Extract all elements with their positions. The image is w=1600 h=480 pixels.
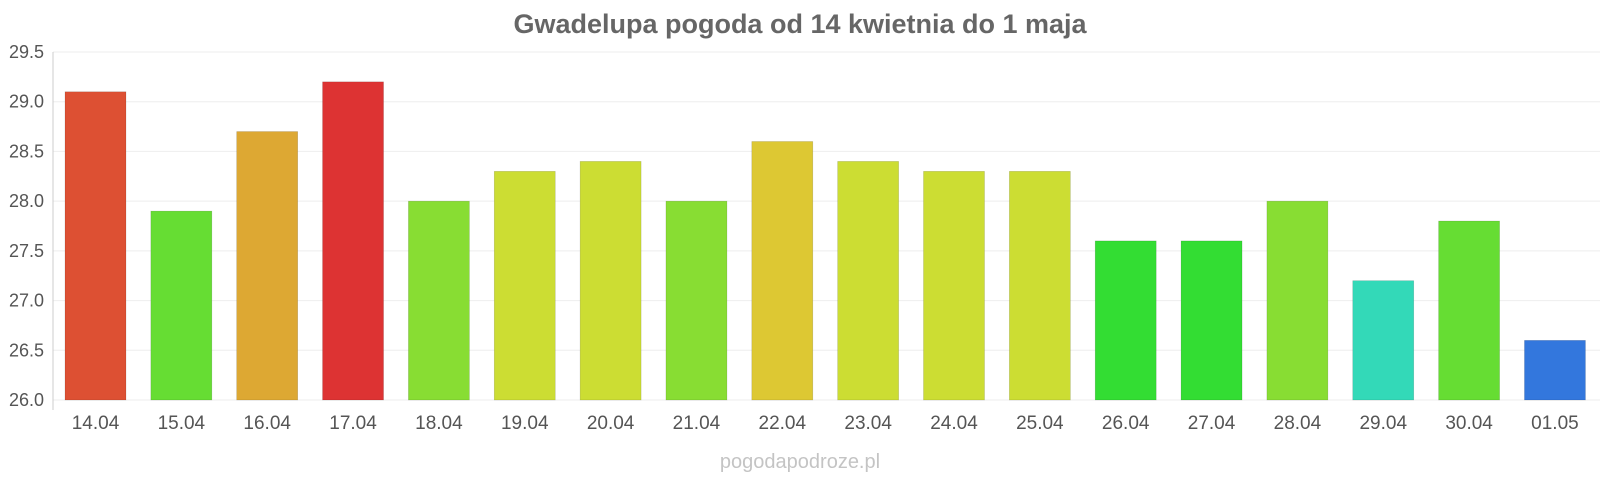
bar-14.04	[64, 91, 127, 401]
y-tick-label: 26.0	[9, 390, 44, 410]
y-tick-label: 29.0	[9, 92, 44, 112]
x-tick-label: 28.04	[1274, 413, 1322, 434]
grid-lines	[53, 51, 1600, 401]
y-axis: 26.0 26.5 27.0 27.5 28.0 28.5 29.0 29.5	[9, 42, 54, 410]
x-tick-label: 18.04	[415, 413, 463, 434]
bar-18.04	[408, 200, 470, 401]
bar-28.04	[1266, 200, 1329, 401]
x-tick-label: 30.04	[1445, 413, 1493, 434]
bar-30.04	[1438, 220, 1500, 401]
x-tick-label: 17.04	[329, 413, 377, 434]
bar-20.04	[579, 161, 642, 401]
x-tick-label: 24.04	[930, 413, 978, 434]
bar-23.04	[837, 161, 899, 401]
x-tick-label: 01.05	[1531, 413, 1579, 434]
bar-19.04	[493, 171, 556, 401]
y-tick-label: 28.0	[9, 191, 44, 211]
x-tick-label: 27.04	[1188, 413, 1236, 434]
bar-27.04	[1180, 240, 1243, 401]
x-tick-label: 22.04	[759, 413, 807, 434]
bar-17.04	[322, 81, 384, 401]
y-tick-label: 27.5	[9, 241, 44, 261]
x-tick-label: 16.04	[243, 413, 291, 434]
bar-01.05	[1524, 340, 1586, 401]
x-tick-label: 26.04	[1102, 413, 1150, 434]
x-tick-label: 20.04	[587, 413, 635, 434]
x-tick-label: 29.04	[1359, 413, 1407, 434]
chart-title: Gwadelupa pogoda od 14 kwietnia do 1 maj…	[513, 9, 1087, 39]
watermark: pogodapodroze.pl	[720, 451, 880, 473]
x-tick-label: 14.04	[72, 413, 120, 434]
x-tick-label: 19.04	[501, 413, 549, 434]
bars	[64, 81, 1586, 401]
bar-29.04	[1352, 280, 1415, 401]
x-axis: 14.04 15.04 16.04 17.04 18.04 19.04 20.04 21.04…	[72, 413, 1579, 434]
bar-22.04	[751, 141, 814, 401]
x-tick-label: 23.04	[844, 413, 892, 434]
y-tick-label: 26.5	[9, 340, 44, 360]
bar-25.04	[1009, 171, 1071, 401]
bar-15.04	[150, 210, 213, 401]
bar-26.04	[1094, 240, 1157, 401]
bar-24.04	[923, 171, 985, 401]
x-tick-label: 21.04	[673, 413, 721, 434]
y-tick-label: 28.5	[9, 141, 44, 161]
x-tick-label: 25.04	[1016, 413, 1064, 434]
bar-21.04	[665, 200, 728, 401]
y-tick-label: 29.5	[9, 42, 44, 62]
y-tick-label: 27.0	[9, 291, 44, 311]
bar-16.04	[236, 131, 298, 401]
x-tick-label: 15.04	[158, 413, 206, 434]
